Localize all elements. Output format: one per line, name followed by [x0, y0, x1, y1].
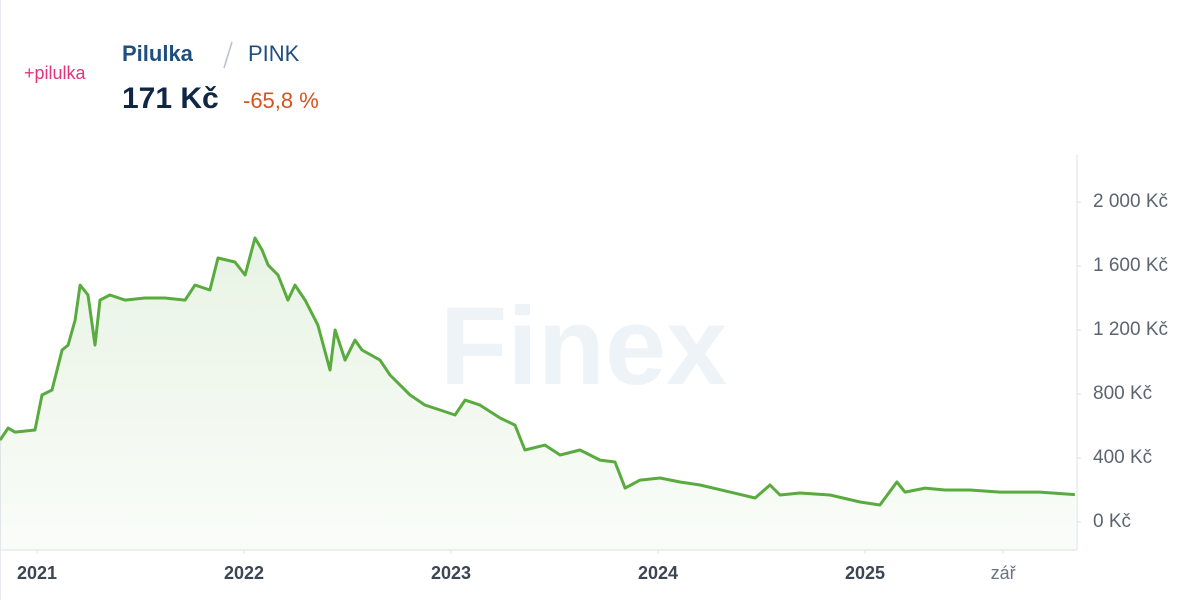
watermark: Finex [440, 285, 727, 408]
y-tick-label: 1 600 Kč [1093, 255, 1168, 276]
x-tick-label: 2024 [638, 563, 678, 583]
x-tick-label: 2021 [17, 563, 57, 583]
x-tick-label: zář [991, 563, 1017, 583]
logo: +pilulka [24, 63, 87, 83]
y-tick-label: 800 Kč [1093, 383, 1152, 404]
y-tick-label: 2 000 Kč [1093, 191, 1168, 212]
y-tick-label: 400 Kč [1093, 447, 1152, 468]
price: 171 Kč [122, 82, 219, 115]
ticker: PINK [248, 41, 300, 66]
x-tick-label: 2023 [431, 563, 471, 583]
change: -65,8 % [243, 88, 319, 113]
price-line [0, 236, 1076, 507]
area [0, 238, 1075, 550]
x-tick-label: 2022 [224, 563, 264, 583]
x-tick-label: 2025 [845, 563, 885, 583]
y-tick-label: 0 Kč [1093, 511, 1131, 532]
separator [223, 41, 233, 69]
company-name: Pilulka [122, 41, 194, 66]
y-tick-label: 1 200 Kč [1093, 319, 1168, 340]
